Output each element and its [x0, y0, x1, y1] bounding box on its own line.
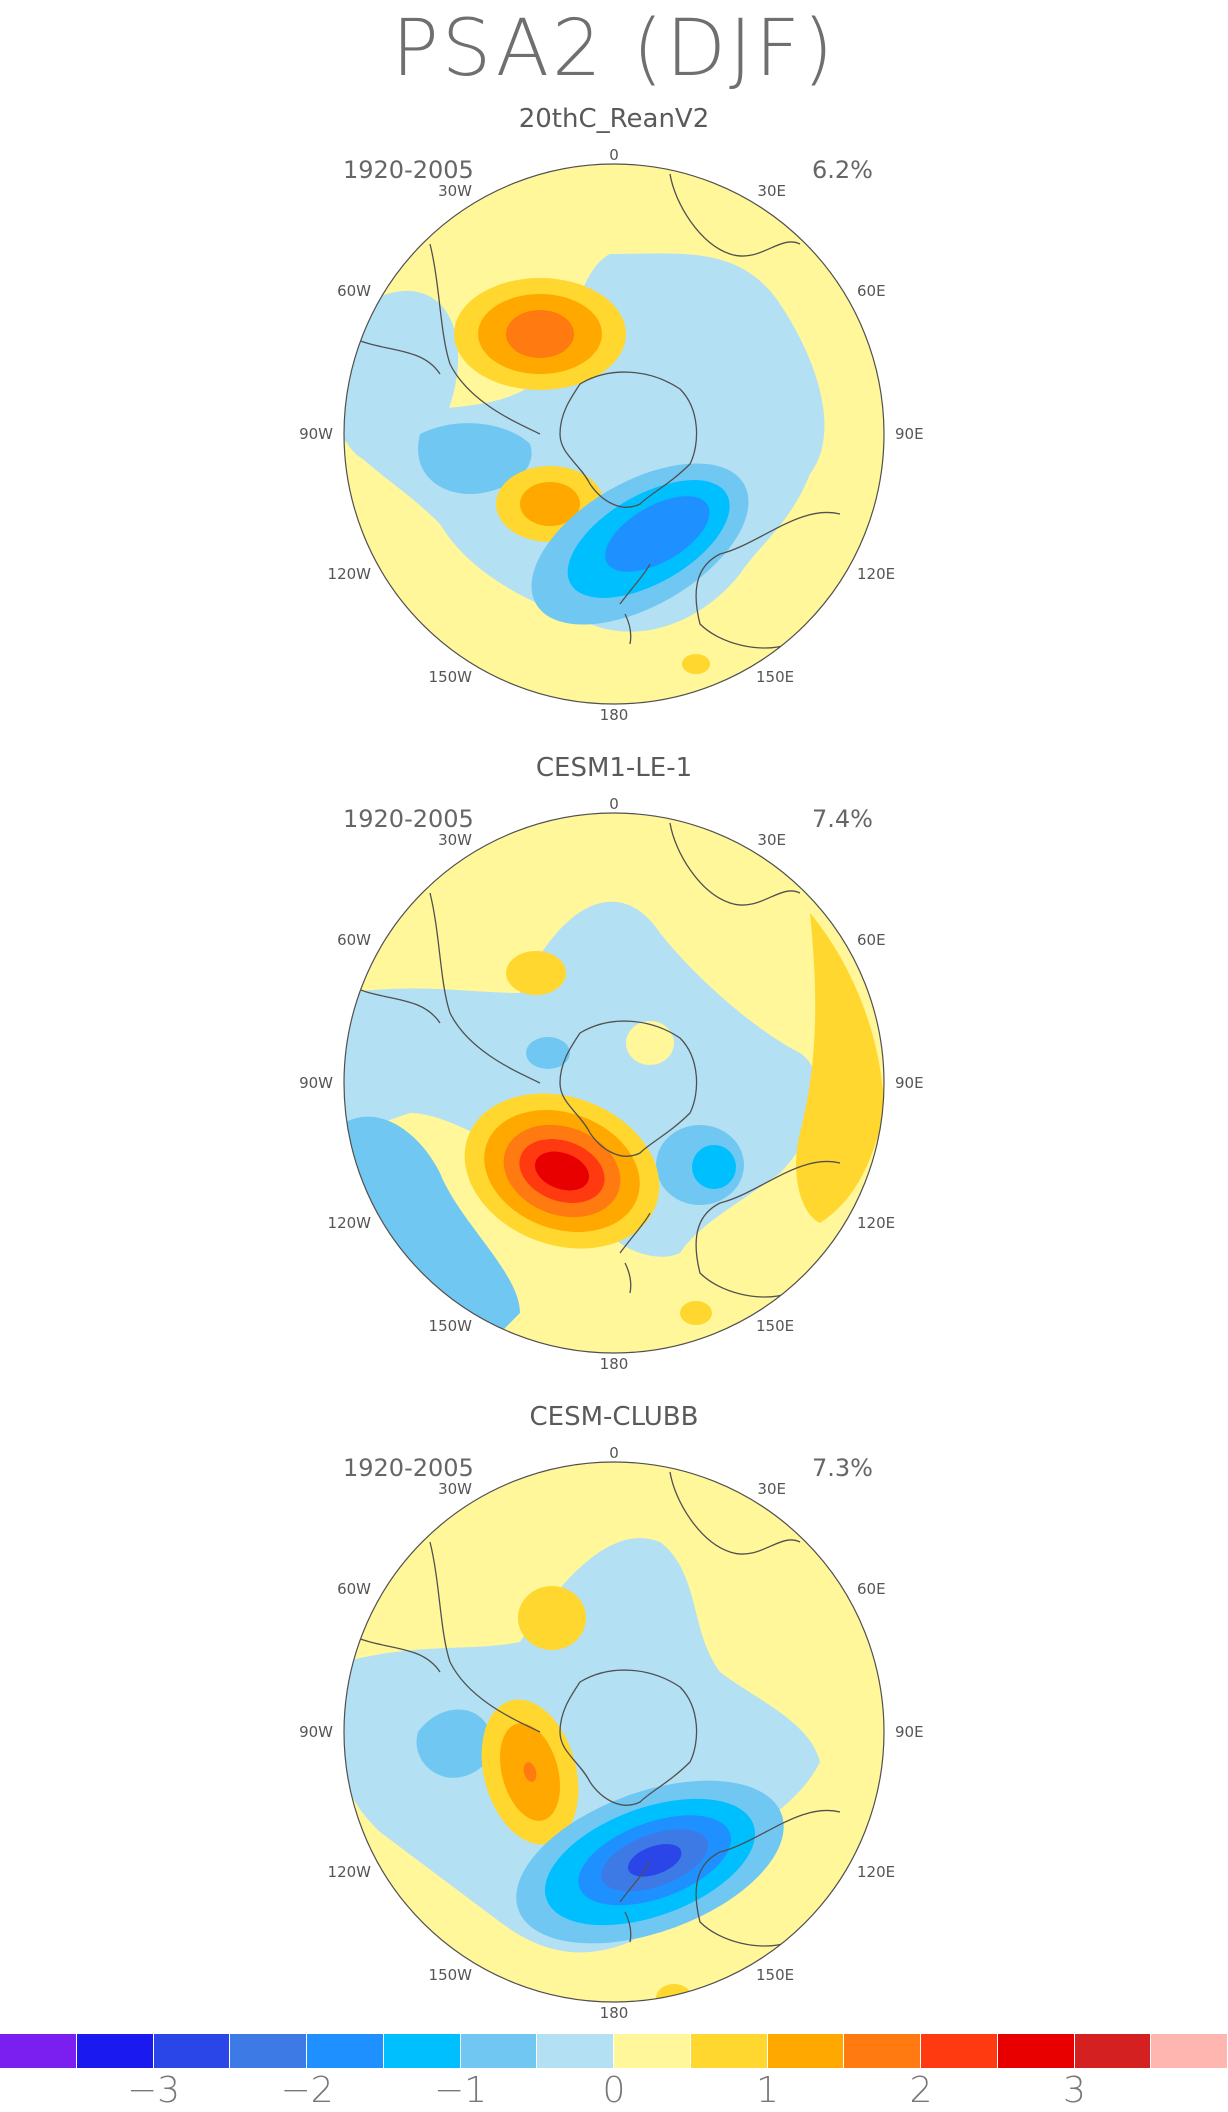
lon-label-120e: 120E	[857, 565, 895, 583]
lon-label-30w: 30W	[438, 831, 472, 849]
panel-title: 20thC_ReanV2	[518, 104, 710, 134]
colorbar-tick-label: 0	[602, 2070, 626, 2111]
lon-label-90w: 90W	[299, 1723, 333, 1741]
lon-label-30e: 30E	[757, 831, 786, 849]
polar-map: 0 30E 60E 90E 120E 150E 180 150W 120W 90…	[299, 1444, 924, 2022]
africa-coastline	[669, 173, 801, 257]
variance-label: 7.3%	[812, 1454, 873, 1482]
colorbar-segment	[0, 2034, 77, 2068]
antarctica-coastline	[559, 1669, 698, 1806]
lon-label-90e: 90E	[895, 1723, 924, 1741]
lon-label-30w: 30W	[438, 1480, 472, 1498]
neg-anomaly-west	[344, 290, 459, 467]
lon-label-150w: 150W	[429, 1966, 473, 1984]
lon-label-120w: 120W	[328, 565, 372, 583]
period-label: 1920-2005	[343, 156, 474, 184]
lon-label-60e: 60E	[857, 282, 886, 300]
pos-anomaly-1	[506, 951, 566, 995]
polar-map: 0 30E 60E 90E 120E 150E 180 150W 120W 90…	[299, 795, 924, 1373]
lon-label-30w: 30W	[438, 182, 472, 200]
lon-label-150e: 150E	[756, 668, 794, 686]
colorbar-segment	[614, 2034, 691, 2068]
pos-anomaly-2	[523, 1762, 537, 1782]
figure-title: PSA2 (DJF)	[391, 4, 837, 94]
variance-label: 6.2%	[812, 156, 873, 184]
antarctica-coastline	[559, 1020, 698, 1157]
lon-label-180: 180	[600, 1355, 629, 1373]
map-panel-1: 20thC_ReanV2 1920-2005 6.2%	[0, 104, 1228, 754]
africa-coastline	[669, 822, 801, 906]
lon-label-150w: 150W	[429, 1317, 473, 1335]
lon-label-150e: 150E	[756, 1317, 794, 1335]
colorbar-segment	[460, 2034, 538, 2068]
lon-label-60e: 60E	[857, 1580, 886, 1598]
lon-label-90e: 90E	[895, 1074, 924, 1092]
panel-title: CESM1-LE-1	[535, 753, 693, 783]
neg-anomaly-center	[692, 1145, 736, 1189]
lon-label-120e: 120E	[857, 1863, 895, 1881]
colorbar-segment	[153, 2034, 231, 2068]
lon-label-90w: 90W	[299, 425, 333, 443]
colorbar-tick-label: 2	[909, 2070, 933, 2111]
colorbar-segment	[76, 2034, 154, 2068]
neg-anomaly-center	[605, 496, 710, 572]
africa-coastline	[669, 1471, 801, 1555]
map-panel-3: CESM-CLUBB 1920-2005 7.3%	[0, 1402, 1228, 2052]
lon-label-90e: 90E	[895, 425, 924, 443]
lon-label-150w: 150W	[429, 668, 473, 686]
colorbar-segment	[537, 2034, 614, 2068]
lon-label-90w: 90W	[299, 1074, 333, 1092]
colorbar-tick-label: −2	[280, 2070, 334, 2111]
colorbar-segment	[690, 2034, 768, 2068]
colorbar-segment	[767, 2034, 845, 2068]
lon-label-60e: 60E	[857, 931, 886, 949]
lon-label-120w: 120W	[328, 1214, 372, 1232]
new-zealand-coastline	[619, 563, 651, 645]
lon-label-120e: 120E	[857, 1214, 895, 1232]
lon-label-120w: 120W	[328, 1863, 372, 1881]
lon-label-60w: 60W	[337, 282, 371, 300]
colorbar-tick-label: −1	[433, 2070, 488, 2111]
colorbar-tick-label: 1	[756, 2070, 779, 2111]
neg-anomaly-center	[526, 1037, 570, 1069]
colorbar-tick-label: 3	[1063, 2070, 1086, 2111]
variance-label: 7.4%	[812, 805, 873, 833]
lon-label-30e: 30E	[757, 182, 786, 200]
colorbar-segment	[230, 2034, 307, 2068]
period-label: 1920-2005	[343, 1454, 474, 1482]
period-label: 1920-2005	[343, 805, 474, 833]
colorbar-segment	[921, 2034, 998, 2068]
neg-anomaly-center	[627, 1844, 682, 1877]
lon-label-180: 180	[600, 2004, 629, 2022]
colorbar-segment	[997, 2034, 1075, 2068]
colorbar-segment	[1074, 2034, 1152, 2068]
neg-anomaly-region	[418, 423, 532, 494]
lon-label-150e: 150E	[756, 1966, 794, 1984]
colorbar-segment	[307, 2034, 384, 2068]
lon-label-60w: 60W	[337, 1580, 371, 1598]
lon-label-0: 0	[609, 146, 619, 164]
new-zealand-coastline	[619, 1861, 651, 1943]
pos-anomaly-1	[518, 1586, 586, 1650]
polar-map: 0 30E 60E 90E 120E 150E 180 150W 120W 90…	[299, 146, 924, 724]
lon-label-30e: 30E	[757, 1480, 786, 1498]
lon-label-180: 180	[600, 706, 629, 724]
lon-label-60w: 60W	[337, 931, 371, 949]
colorbar: −3 −2 −1 0 1 2 3	[0, 2034, 1228, 2112]
antarctica-coastline	[559, 371, 698, 508]
pos-anomaly-2	[534, 1151, 590, 1191]
colorbar-segment	[383, 2034, 461, 2068]
panel-title: CESM-CLUBB	[529, 1402, 699, 1432]
lon-label-0: 0	[609, 1444, 619, 1462]
new-zealand-coastline	[619, 1212, 651, 1294]
map-panel-2: CESM1-LE-1 1920-2005 7.4%	[0, 753, 1228, 1403]
colorbar-segment	[1151, 2034, 1228, 2068]
colorbar-tick-label: −3	[126, 2070, 181, 2111]
pos-anomaly-2	[520, 482, 580, 526]
neg-anomaly-west	[416, 1709, 492, 1778]
pos-anomaly-1	[506, 310, 574, 358]
colorbar-segment	[844, 2034, 921, 2068]
lon-label-0: 0	[609, 795, 619, 813]
